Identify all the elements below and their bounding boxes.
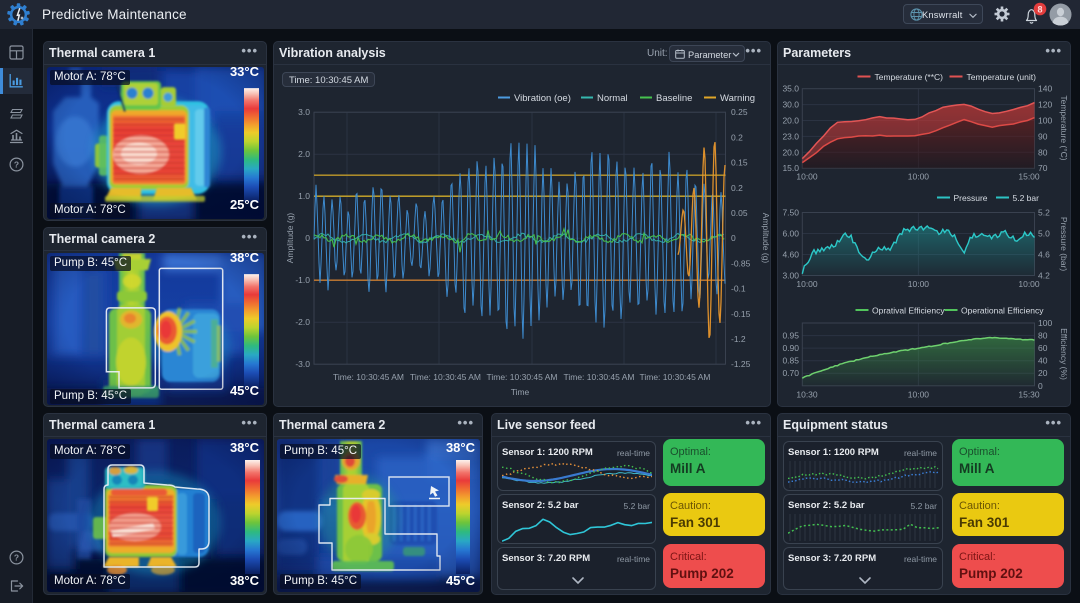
svg-text:10:00: 10:00 bbox=[796, 279, 818, 289]
svg-text:?: ? bbox=[14, 160, 19, 170]
svg-text:Vibration (oe): Vibration (oe) bbox=[514, 93, 571, 104]
svg-text:70: 70 bbox=[1038, 163, 1048, 173]
svg-text:Time: Time bbox=[511, 387, 530, 397]
svg-text:Efficiency (%): Efficiency (%) bbox=[1059, 328, 1069, 380]
svg-text:60: 60 bbox=[1038, 343, 1048, 353]
svg-text:90: 90 bbox=[1038, 131, 1048, 141]
svg-text:Time: 10:30:45 AM: Time: 10:30:45 AM bbox=[333, 372, 404, 382]
svg-text:-3.0: -3.0 bbox=[295, 359, 310, 369]
svg-text:Amplitude (g): Amplitude (g) bbox=[285, 213, 295, 264]
svg-text:8: 8 bbox=[1037, 4, 1042, 14]
svg-text:Time: 10:30:45 AM: Time: 10:30:45 AM bbox=[639, 372, 710, 382]
svg-text:15.0: 15.0 bbox=[782, 163, 799, 173]
svg-text:7.50: 7.50 bbox=[782, 208, 799, 218]
svg-text:Temperature (unit): Temperature (unit) bbox=[967, 72, 1037, 82]
svg-text:Opratival Efficiency: Opratival Efficiency bbox=[872, 306, 945, 316]
svg-text:4.2: 4.2 bbox=[1038, 271, 1050, 281]
svg-text:3.0: 3.0 bbox=[298, 107, 310, 117]
svg-text:-0.85: -0.85 bbox=[731, 258, 751, 268]
svg-text:4.60: 4.60 bbox=[782, 250, 799, 260]
svg-text:?: ? bbox=[14, 553, 19, 563]
svg-text:Temperature (°C): Temperature (°C) bbox=[1059, 95, 1069, 160]
svg-text:20: 20 bbox=[1038, 368, 1048, 378]
svg-text:Time: 10:30:45 AM: Time: 10:30:45 AM bbox=[563, 372, 634, 382]
svg-text:35.0: 35.0 bbox=[782, 84, 799, 94]
svg-text:0.2: 0.2 bbox=[731, 183, 743, 193]
svg-text:10:30: 10:30 bbox=[796, 389, 818, 399]
svg-text:15:00: 15:00 bbox=[1018, 172, 1040, 182]
svg-text:0.95: 0.95 bbox=[782, 331, 799, 341]
svg-text:Operational Efficiency: Operational Efficiency bbox=[961, 306, 1044, 316]
svg-text:Time: 10:30:45 AM: Time: 10:30:45 AM bbox=[410, 372, 481, 382]
svg-text:0.05: 0.05 bbox=[731, 208, 748, 218]
svg-text:140: 140 bbox=[1038, 84, 1052, 94]
svg-text:5.2 bar: 5.2 bar bbox=[1013, 193, 1040, 203]
svg-text:1.0: 1.0 bbox=[298, 191, 310, 201]
svg-text:Warning: Warning bbox=[720, 93, 755, 104]
svg-text:Temperature (**C): Temperature (**C) bbox=[875, 72, 944, 82]
svg-text:10:00: 10:00 bbox=[1018, 279, 1040, 289]
svg-text:6.00: 6.00 bbox=[782, 229, 799, 239]
svg-text:5.0: 5.0 bbox=[1038, 229, 1050, 239]
svg-text:10:00: 10:00 bbox=[908, 279, 930, 289]
svg-text:3.00: 3.00 bbox=[782, 271, 799, 281]
svg-text:-2.0: -2.0 bbox=[295, 317, 310, 327]
svg-text:15:30: 15:30 bbox=[1018, 389, 1040, 399]
svg-text:100: 100 bbox=[1038, 116, 1052, 126]
svg-text:30.0: 30.0 bbox=[782, 100, 799, 110]
svg-text:20.0: 20.0 bbox=[782, 147, 799, 157]
svg-text:23.0: 23.0 bbox=[782, 131, 799, 141]
svg-text:20.0: 20.0 bbox=[782, 116, 799, 126]
svg-text:10:00: 10:00 bbox=[796, 172, 818, 182]
svg-text:Amplitude (g): Amplitude (g) bbox=[761, 213, 771, 264]
svg-text:0: 0 bbox=[305, 233, 310, 243]
svg-text:0.25: 0.25 bbox=[731, 107, 748, 117]
svg-text:0.85: 0.85 bbox=[782, 356, 799, 366]
svg-text:80: 80 bbox=[1038, 331, 1048, 341]
svg-text:Pressure: Pressure bbox=[954, 193, 988, 203]
svg-text:100: 100 bbox=[1038, 318, 1052, 328]
svg-text:5.2: 5.2 bbox=[1038, 208, 1050, 218]
svg-text:0: 0 bbox=[731, 233, 736, 243]
svg-text:Time: 10:30:45 AM: Time: 10:30:45 AM bbox=[486, 372, 557, 382]
svg-text:Baseline: Baseline bbox=[656, 93, 692, 104]
svg-text:-1.25: -1.25 bbox=[731, 359, 751, 369]
svg-text:0.70: 0.70 bbox=[782, 368, 799, 378]
svg-text:-1.2: -1.2 bbox=[731, 334, 746, 344]
svg-text:0: 0 bbox=[1038, 381, 1043, 391]
svg-text:Pressure (bar): Pressure (bar) bbox=[1059, 217, 1069, 271]
svg-text:Normal: Normal bbox=[597, 93, 628, 104]
svg-text:-1.0: -1.0 bbox=[295, 275, 310, 285]
svg-text:120: 120 bbox=[1038, 100, 1052, 110]
svg-text:-0.1: -0.1 bbox=[731, 284, 746, 294]
svg-text:10:00: 10:00 bbox=[908, 389, 930, 399]
svg-text:2.0: 2.0 bbox=[298, 149, 310, 159]
svg-text:-0.15: -0.15 bbox=[731, 309, 751, 319]
svg-text:0.2: 0.2 bbox=[731, 132, 743, 142]
svg-text:4.6: 4.6 bbox=[1038, 250, 1050, 260]
svg-text:0.15: 0.15 bbox=[731, 158, 748, 168]
svg-text:0.90: 0.90 bbox=[782, 343, 799, 353]
svg-text:40: 40 bbox=[1038, 356, 1048, 366]
svg-text:80: 80 bbox=[1038, 147, 1048, 157]
svg-text:10:00: 10:00 bbox=[908, 172, 930, 182]
